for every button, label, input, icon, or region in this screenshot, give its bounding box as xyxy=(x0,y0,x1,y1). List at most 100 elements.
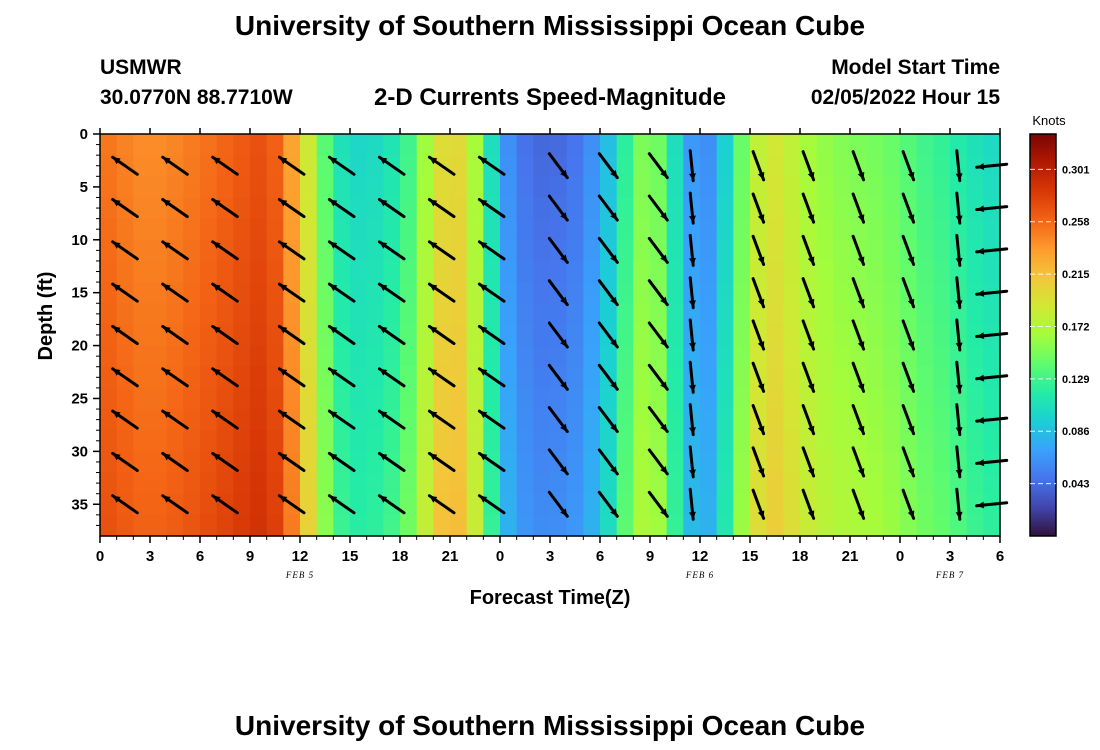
heatmap-cell xyxy=(133,409,151,431)
heatmap-cell xyxy=(700,155,718,177)
heatmap-cell xyxy=(533,218,551,241)
x-tick-label: 0 xyxy=(496,548,504,565)
heatmap-cell xyxy=(716,451,734,474)
heatmap-cell xyxy=(750,472,768,495)
heatmap-cell xyxy=(616,218,634,241)
heatmap-cell xyxy=(450,324,468,347)
heatmap-cell xyxy=(316,366,334,389)
heatmap-cell xyxy=(900,176,918,199)
current-vector xyxy=(975,416,1009,424)
current-vector xyxy=(111,155,139,176)
heatmap-cell xyxy=(966,430,984,452)
heatmap-cell xyxy=(483,303,501,326)
heatmap-cell xyxy=(566,345,584,368)
heatmap-cell xyxy=(616,324,634,347)
heatmap-cell xyxy=(233,218,251,241)
heatmap-cell xyxy=(916,303,934,326)
heatmap-cell xyxy=(750,387,768,410)
heatmap-cell xyxy=(783,239,801,262)
heatmap-cell xyxy=(366,134,384,156)
heatmap-cell xyxy=(300,282,318,304)
heatmap-cell xyxy=(850,387,868,410)
heatmap-cell xyxy=(266,197,284,220)
current-vector xyxy=(427,451,456,472)
heatmap-cell xyxy=(450,176,468,199)
heatmap-cell xyxy=(316,324,334,347)
heatmap-cell xyxy=(433,430,451,452)
heatmap-cell xyxy=(850,472,868,495)
heatmap-cell xyxy=(283,345,301,368)
y-tick-label: 0 xyxy=(80,126,88,143)
heatmap-cell xyxy=(766,134,784,156)
heatmap-cell xyxy=(400,176,418,199)
current-vector xyxy=(751,488,766,520)
heatmap-cell xyxy=(800,514,818,537)
heatmap-cell xyxy=(933,155,951,177)
current-vector xyxy=(111,494,139,515)
heatmap-cell xyxy=(100,155,118,177)
heatmap-cell xyxy=(350,472,368,495)
heatmap-cell xyxy=(366,260,384,283)
heatmap-cell xyxy=(916,366,934,389)
heatmap-cell xyxy=(950,134,968,156)
heatmap-cell xyxy=(750,176,768,199)
heatmap-cell xyxy=(650,514,668,537)
current-vector xyxy=(377,155,406,176)
current-vector xyxy=(277,155,306,176)
heatmap-cell xyxy=(833,514,851,537)
current-vector xyxy=(801,404,816,436)
heatmap-cell xyxy=(716,409,734,431)
colorbar-tick-label: 0.215 xyxy=(1062,269,1090,281)
y-tick-label: 15 xyxy=(71,285,88,302)
station-coordinates: 30.0770N 88.7710W xyxy=(100,86,293,109)
current-vector xyxy=(647,363,669,391)
heatmap-cell xyxy=(883,324,901,347)
heatmap-cell xyxy=(283,303,301,326)
heatmap-cell xyxy=(150,366,168,389)
heatmap-cell xyxy=(650,303,668,326)
heatmap-cell xyxy=(783,176,801,199)
current-vector xyxy=(801,150,816,182)
heatmap-cell xyxy=(633,155,651,177)
heatmap-cell xyxy=(316,260,334,283)
heatmap-cell xyxy=(100,387,118,410)
heatmap-cell xyxy=(950,472,968,495)
x-tick-label: 18 xyxy=(392,548,409,565)
heatmap-cell xyxy=(183,514,201,537)
heatmap-cell xyxy=(366,472,384,495)
current-vector xyxy=(955,149,963,183)
heatmap-cell xyxy=(383,472,401,495)
x-tick-label: 9 xyxy=(646,548,654,565)
current-vector xyxy=(955,360,963,394)
heatmap-cell xyxy=(833,155,851,177)
heatmap-cell xyxy=(950,345,968,368)
heatmap-cell xyxy=(933,430,951,452)
heatmap-cell xyxy=(500,239,518,262)
heatmap-cell xyxy=(883,387,901,410)
current-vector xyxy=(647,194,669,222)
heatmap-cell xyxy=(316,155,334,177)
heatmap-cell xyxy=(700,218,718,241)
heatmap-cell xyxy=(716,218,734,241)
heatmap-cell xyxy=(666,134,684,156)
heatmap-cell xyxy=(616,366,634,389)
heatmap-cell xyxy=(783,260,801,283)
current-vector xyxy=(901,361,916,393)
heatmap-cell xyxy=(233,155,251,177)
heatmap-cell xyxy=(350,155,368,177)
heatmap-cell xyxy=(250,176,268,199)
heatmap-cell xyxy=(933,493,951,516)
current-vector xyxy=(647,490,669,518)
heatmap-cell xyxy=(850,345,868,368)
heatmap-cell xyxy=(416,282,434,304)
heatmap-cell xyxy=(666,387,684,410)
heatmap-cell xyxy=(966,303,984,326)
current-vector xyxy=(477,240,506,261)
heatmap-cell xyxy=(216,472,234,495)
current-vector xyxy=(597,152,619,180)
current-vector xyxy=(377,282,406,303)
current-vector xyxy=(901,488,916,520)
heatmap-cell xyxy=(250,514,268,537)
heatmap-cell xyxy=(583,493,601,516)
heatmap-cell xyxy=(883,303,901,326)
